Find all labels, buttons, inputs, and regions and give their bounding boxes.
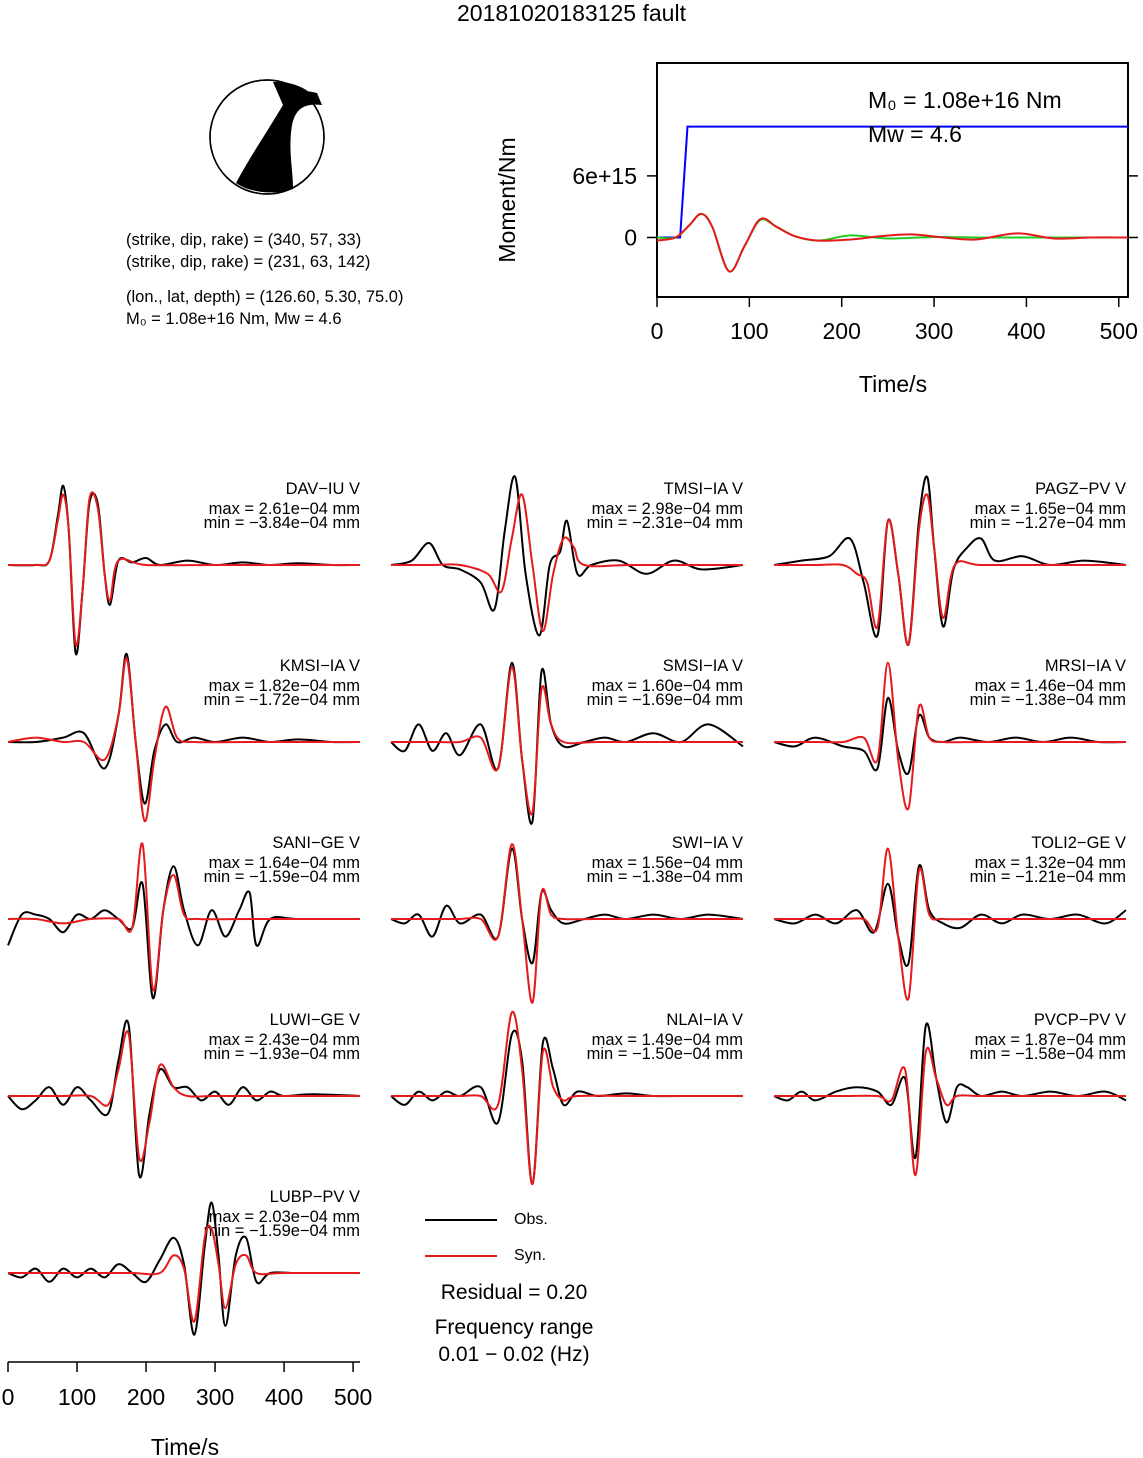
station-min: min = −1.27e−04 mm	[970, 514, 1126, 532]
station-min: min = −1.38e−04 mm	[587, 868, 743, 886]
syn-trace	[773, 661, 1126, 811]
source-moment: M₀ = 1.08e+16 Nm, Mw = 4.6	[126, 310, 342, 328]
moment-xtick-label: 400	[1007, 318, 1045, 344]
station-label: PAGZ−PV V	[1035, 480, 1126, 498]
station-max: max = 1.56e−04 mm	[592, 854, 743, 872]
station-max: max = 1.32e−04 mm	[975, 854, 1126, 872]
wave-xtick-label: 500	[334, 1384, 372, 1410]
obs-trace	[7, 1019, 361, 1179]
station-max: max = 1.65e−04 mm	[975, 500, 1126, 518]
syn-trace	[8, 1224, 360, 1323]
legend-lines	[425, 1219, 497, 1257]
obs-trace	[7, 865, 360, 1000]
obs-trace	[773, 475, 1127, 646]
frequency-range-label: Frequency range	[434, 1316, 594, 1339]
moment-xtick-label: 0	[651, 318, 664, 344]
station-max: max = 1.82e−04 mm	[209, 677, 360, 695]
station-min: min = −1.50e−04 mm	[587, 1045, 743, 1063]
station-max: max = 2.43e−04 mm	[209, 1031, 360, 1049]
station-max: max = 2.61e−04 mm	[209, 500, 360, 518]
station-max: max = 1.49e−04 mm	[592, 1031, 743, 1049]
residual-label: Residual = 0.20	[440, 1281, 588, 1304]
moment-mw-label: Mw = 4.6	[868, 121, 962, 147]
station-max: max = 1.60e−04 mm	[592, 677, 743, 695]
wave-xtick-label: 100	[58, 1384, 96, 1410]
wave-xtick-label: 400	[265, 1384, 303, 1410]
syn-trace	[774, 1047, 1126, 1177]
station-min: min = −1.59e−04 mm	[204, 1222, 360, 1240]
station-max: max = 2.98e−04 mm	[592, 500, 743, 518]
station-max: max = 1.64e−04 mm	[209, 854, 360, 872]
station-min: min = −1.59e−04 mm	[204, 868, 360, 886]
station-min: min = −1.69e−04 mm	[587, 691, 743, 709]
syn-trace	[7, 657, 360, 823]
station-label: PVCP−PV V	[1034, 1011, 1126, 1029]
moment-xlabel: Time/s	[859, 371, 927, 397]
moment-xtick-label: 100	[730, 318, 768, 344]
nodal-plane-1: (strike, dip, rake) = (340, 57, 33)	[126, 231, 362, 249]
station-label: LUBP−PV V	[270, 1188, 360, 1206]
moment-ytick-label: 0	[624, 224, 637, 250]
moment-ylabel: Moment/Nm	[494, 137, 520, 262]
moment-series-1	[656, 212, 1128, 273]
moment-xtick-label: 300	[915, 318, 953, 344]
syn-trace	[390, 666, 743, 816]
station-max: max = 2.03e−04 mm	[209, 1208, 360, 1226]
source-location: (lon., lat, depth) = (126.60, 5.30, 75.0…	[126, 288, 404, 306]
figure-title: 20181020183125 fault	[457, 0, 686, 26]
station-min: min = −1.21e−04 mm	[970, 868, 1126, 886]
obs-trace	[7, 1201, 360, 1336]
obs-trace	[390, 847, 744, 965]
moment-series-2	[656, 212, 1129, 273]
wave-xtick-label: 0	[2, 1384, 15, 1410]
station-max: max = 1.46e−04 mm	[975, 677, 1126, 695]
legend-syn-label: Syn.	[514, 1247, 547, 1264]
syn-trace	[390, 493, 743, 633]
moment-ytick-label: 6e+15	[572, 163, 637, 189]
legend-obs-label: Obs.	[514, 1211, 548, 1228]
station-label: KMSI−IA V	[280, 657, 360, 675]
station-label: SWI−IA V	[672, 834, 743, 852]
station-min: min = −1.58e−04 mm	[970, 1045, 1126, 1063]
station-min: min = −1.93e−04 mm	[204, 1045, 360, 1063]
station-label: DAV−IU V	[286, 480, 360, 498]
syn-trace	[773, 493, 1126, 646]
syn-trace	[391, 1010, 743, 1186]
moment-plot-frame	[656, 62, 1129, 298]
station-max: max = 1.87e−04 mm	[975, 1031, 1126, 1049]
beach-ball-icon	[209, 79, 325, 195]
obs-trace	[390, 475, 744, 637]
syn-trace	[7, 842, 360, 992]
wave-xlabel: Time/s	[151, 1434, 219, 1458]
station-min: min = −1.72e−04 mm	[204, 691, 360, 709]
moment-xtick-label: 500	[1100, 318, 1138, 344]
station-label: LUWI−GE V	[270, 1011, 360, 1029]
wave-xtick-label: 200	[127, 1384, 165, 1410]
station-min: min = −1.38e−04 mm	[970, 691, 1126, 709]
station-label: TOLI2−GE V	[1031, 834, 1126, 852]
moment-m0-label: M₀ = 1.08e+16 Nm	[868, 87, 1062, 113]
syn-trace	[8, 1030, 360, 1162]
station-label: SANI−GE V	[272, 834, 360, 852]
obs-trace	[390, 661, 744, 825]
wave-xtick-label: 300	[196, 1384, 234, 1410]
obs-trace	[773, 696, 1127, 776]
station-label: NLAI−IA V	[666, 1011, 743, 1029]
station-label: TMSI−IA V	[664, 480, 743, 498]
moment-xtick-label: 200	[823, 318, 861, 344]
nodal-plane-2: (strike, dip, rake) = (231, 63, 142)	[126, 253, 371, 271]
syn-trace	[391, 843, 743, 1004]
syn-trace	[7, 491, 360, 647]
syn-trace	[774, 847, 1126, 1001]
station-label: SMSI−IA V	[663, 657, 743, 675]
station-min: min = −3.84e−04 mm	[204, 514, 360, 532]
station-min: min = −2.31e−04 mm	[587, 514, 743, 532]
station-label: MRSI−IA V	[1045, 657, 1126, 675]
frequency-range-value: 0.01 − 0.02 (Hz)	[438, 1343, 590, 1366]
